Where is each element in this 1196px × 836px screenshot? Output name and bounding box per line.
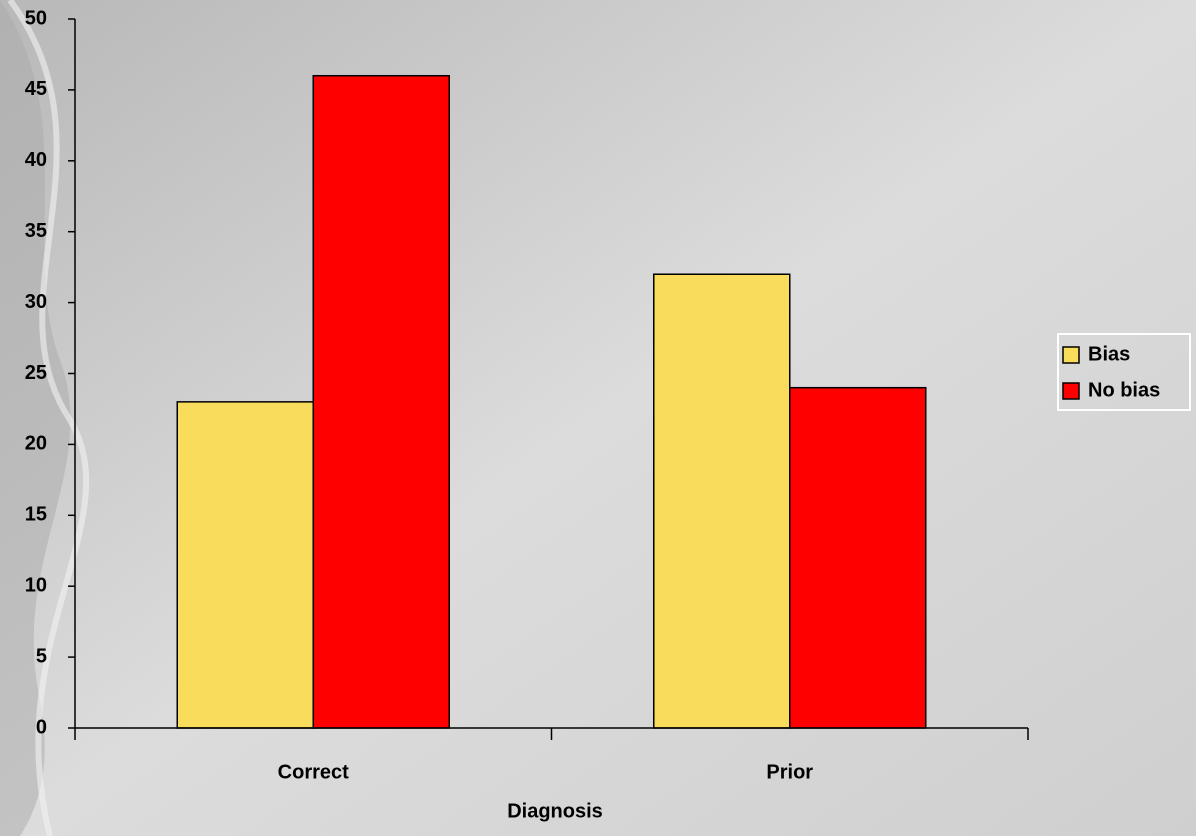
y-tick-label: 20 [25,433,47,455]
y-tick-label: 35 [25,220,47,242]
y-tick-label: 45 [25,78,47,100]
legend-label: Bias [1088,343,1130,365]
bar [312,74,450,729]
y-tick-label: 30 [25,291,47,313]
x-tick-label: Correct [278,761,349,783]
x-axis-label: Diagnosis [507,800,603,822]
x-tick-label: Prior [766,761,813,783]
legend-label: No bias [1088,379,1160,401]
y-tick-label: 15 [25,504,47,526]
legend-box [1057,333,1191,411]
decoration [7,0,90,836]
y-tick-label: 40 [25,149,47,171]
y-tick-label: 10 [25,574,47,596]
y-tick-label: 25 [25,362,47,384]
y-tick-label: 50 [25,7,47,29]
bar [789,386,927,729]
legend-swatch [1062,382,1080,400]
decoration [0,0,71,836]
y-tick-label: 5 [36,645,47,667]
bar [176,401,314,729]
y-tick-label: 0 [36,716,47,738]
legend-swatch [1062,346,1080,364]
bar [653,273,791,729]
